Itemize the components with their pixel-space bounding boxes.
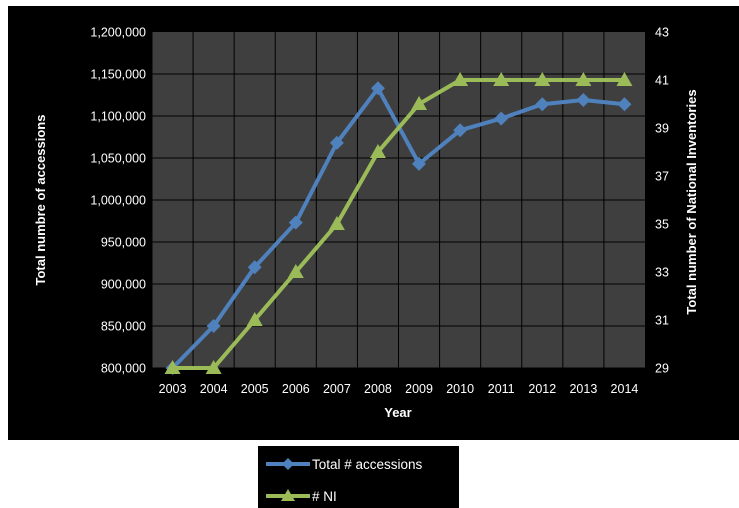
y2-tick-label: 33 — [655, 266, 669, 280]
y-tick-label: 1,150,000 — [90, 68, 146, 82]
y-tick-label: 950,000 — [101, 236, 146, 250]
x-tick-label: 2007 — [323, 382, 351, 396]
triangle-marker — [411, 96, 428, 110]
x-tick-label: 2003 — [159, 382, 187, 396]
y2-axis-tick-labels: 29 31 33 35 37 39 41 43 — [655, 26, 669, 376]
gridlines — [152, 32, 645, 368]
y-axis-tick-labels: 800,000 850,000 900,000 950,000 1,000,000 1,0… — [90, 26, 146, 376]
triangle-marker — [534, 72, 551, 86]
legend-svg: Total # accessions # NI — [266, 457, 423, 504]
y2-tick-label: 29 — [655, 362, 669, 376]
triangle-marker — [493, 72, 510, 86]
legend-triangle-marker — [281, 489, 295, 501]
x-tick-label: 2004 — [200, 382, 228, 396]
diamond-marker — [247, 260, 262, 275]
diamond-marker — [535, 97, 550, 112]
triangle-marker — [328, 216, 345, 230]
legend-label-accessions: Total # accessions — [312, 457, 423, 472]
x-tick-label: 2014 — [611, 382, 639, 396]
legend-label-ni: # NI — [312, 489, 337, 504]
y2-tick-label: 41 — [655, 74, 669, 88]
y-tick-label: 1,050,000 — [90, 152, 146, 166]
legend: Total # accessions # NI — [258, 446, 459, 508]
diamond-marker — [206, 319, 221, 333]
diamond-marker — [494, 111, 509, 126]
y2-tick-label: 39 — [655, 122, 669, 136]
y-tick-label: 1,100,000 — [90, 110, 146, 124]
y2-tick-label: 35 — [655, 218, 669, 232]
diamond-marker — [288, 215, 303, 230]
y2-tick-label: 31 — [655, 314, 669, 328]
x-tick-label: 2005 — [241, 382, 269, 396]
x-tick-label: 2013 — [569, 382, 597, 396]
x-tick-label: 2006 — [282, 382, 310, 396]
y2-tick-label: 37 — [655, 170, 669, 184]
triangle-marker — [575, 72, 592, 86]
triangle-marker — [287, 264, 304, 278]
chart-panel: 800,000 850,000 900,000 950,000 1,000,000 1,0… — [8, 6, 739, 440]
y2-axis-title: Total number of National Inventories — [684, 89, 699, 314]
diamond-marker — [329, 135, 344, 150]
series — [164, 72, 633, 375]
line-chart: 800,000 850,000 900,000 950,000 1,000,000 1,0… — [33, 26, 699, 421]
x-axis-tick-labels: 2003 2004 2005 2006 2007 2008 2009 2010 2011 2012… — [159, 382, 639, 396]
y-tick-label: 1,000,000 — [90, 194, 146, 208]
x-tick-label: 2009 — [405, 382, 433, 396]
diamond-marker — [576, 93, 591, 108]
diamond-marker — [617, 97, 632, 112]
axes — [151, 32, 645, 369]
diamond-marker — [370, 81, 385, 96]
y-tick-label: 1,200,000 — [90, 26, 146, 40]
y-axis-title: Total numbre of accessions — [33, 115, 48, 286]
series-ni — [164, 72, 633, 374]
legend-item-ni: # NI — [266, 489, 337, 504]
y-tick-label: 900,000 — [101, 278, 146, 292]
triangle-marker — [369, 144, 386, 158]
x-tick-label: 2011 — [488, 382, 515, 396]
y-tick-label: 800,000 — [101, 362, 146, 376]
legend-item-accessions: Total # accessions — [266, 457, 423, 472]
triangle-marker — [616, 72, 633, 86]
diamond-marker — [453, 123, 468, 138]
x-tick-label: 2012 — [528, 382, 556, 396]
legend-diamond-marker — [282, 458, 294, 470]
triangle-marker — [246, 312, 263, 326]
line-ni — [172, 78, 625, 370]
triangle-marker — [164, 360, 181, 374]
x-tick-label: 2010 — [446, 382, 474, 396]
y2-tick-label: 43 — [655, 26, 669, 40]
y-tick-label: 850,000 — [101, 320, 146, 334]
x-tick-label: 2008 — [364, 382, 392, 396]
triangle-marker — [205, 360, 222, 374]
x-axis-title: Year — [384, 405, 411, 420]
triangle-marker — [452, 72, 469, 86]
diamond-marker — [412, 156, 427, 171]
